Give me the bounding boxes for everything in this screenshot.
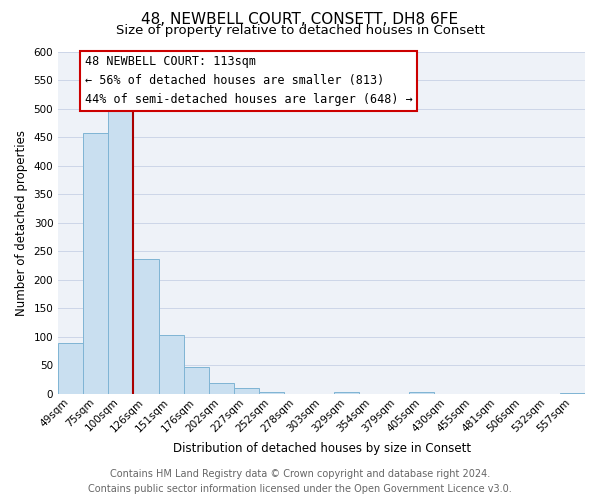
Y-axis label: Number of detached properties: Number of detached properties (15, 130, 28, 316)
Text: 48, NEWBELL COURT, CONSETT, DH8 6FE: 48, NEWBELL COURT, CONSETT, DH8 6FE (142, 12, 458, 28)
Bar (209, 382, 234, 394)
Bar (560, 393, 585, 394)
Bar (109, 108, 133, 394)
Text: Size of property relative to detached houses in Consett: Size of property relative to detached ho… (115, 24, 485, 37)
Bar (158, 335, 184, 394)
Bar (83, 133, 109, 394)
Bar (133, 260, 158, 394)
Text: 48 NEWBELL COURT: 113sqm
← 56% of detached houses are smaller (813)
44% of semi-: 48 NEWBELL COURT: 113sqm ← 56% of detach… (85, 56, 412, 106)
Bar (58, 342, 83, 394)
Bar (334, 392, 359, 394)
Bar (234, 388, 259, 394)
Bar (409, 392, 434, 394)
Bar (184, 367, 209, 394)
Bar (259, 392, 284, 394)
X-axis label: Distribution of detached houses by size in Consett: Distribution of detached houses by size … (173, 442, 470, 455)
Text: Contains HM Land Registry data © Crown copyright and database right 2024.
Contai: Contains HM Land Registry data © Crown c… (88, 469, 512, 494)
